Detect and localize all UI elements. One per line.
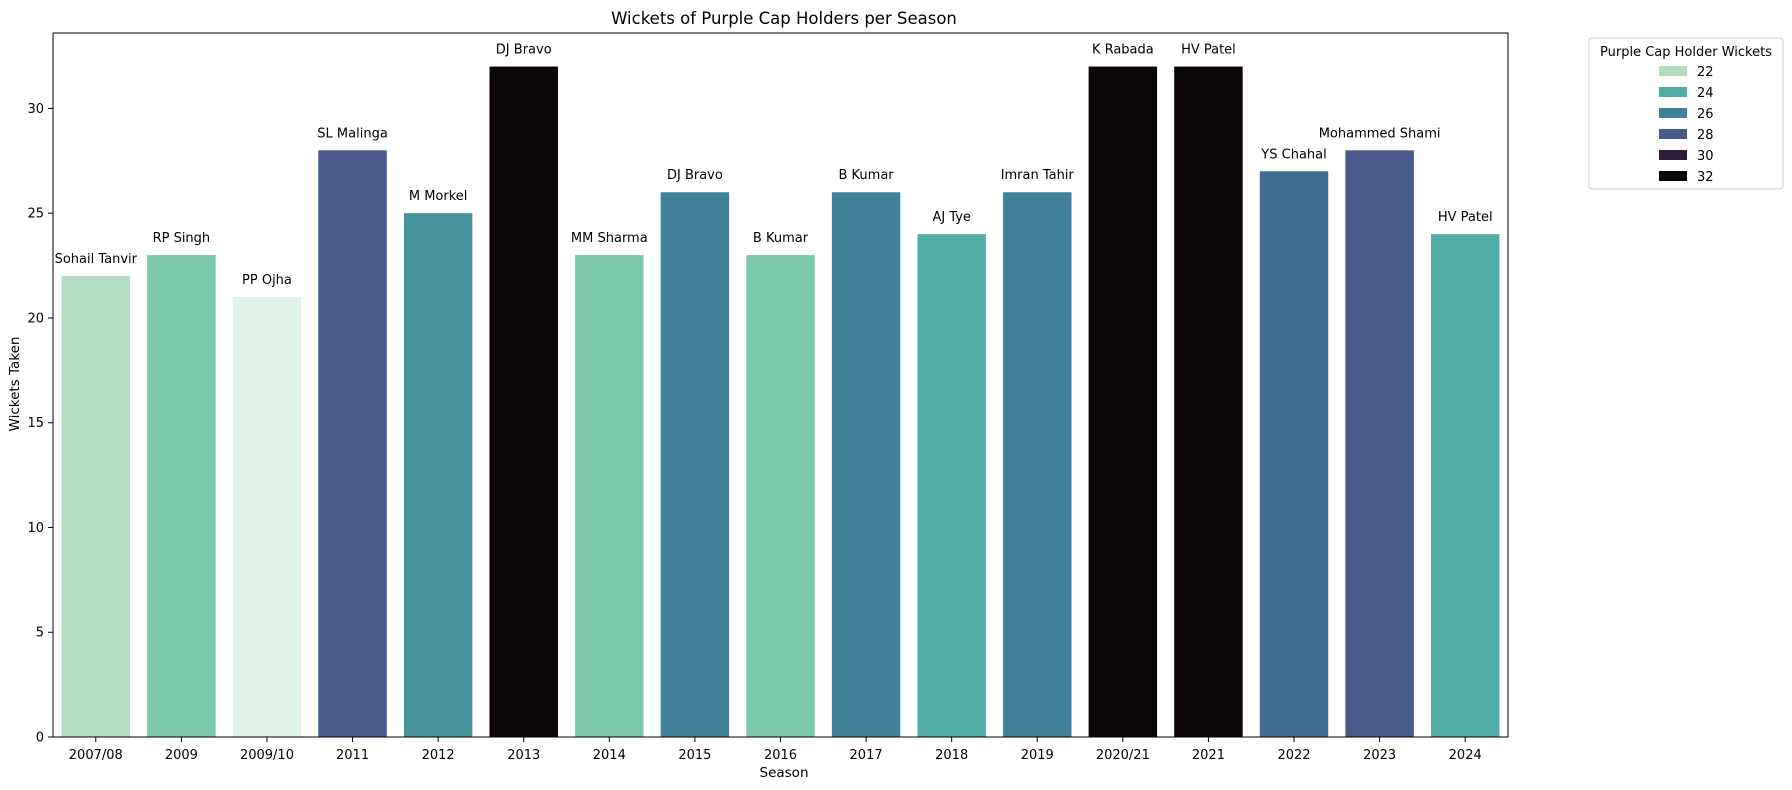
bar-16 bbox=[1430, 234, 1500, 737]
legend-swatch-4 bbox=[1659, 150, 1687, 160]
bar-9 bbox=[831, 192, 901, 737]
bar-label-1: RP Singh bbox=[153, 231, 211, 246]
bar-1 bbox=[147, 255, 216, 737]
bar-8 bbox=[746, 255, 815, 737]
legend-label-4: 30 bbox=[1697, 149, 1714, 164]
y-axis-title: Wickets Taken bbox=[7, 337, 23, 432]
bar-3 bbox=[318, 150, 387, 738]
legend-entries: 22 24 26 28 30 32 bbox=[1659, 65, 1714, 185]
bar-4 bbox=[403, 213, 473, 737]
legend-label-0: 22 bbox=[1697, 65, 1714, 80]
legend-label-2: 26 bbox=[1697, 107, 1714, 122]
bar-14 bbox=[1259, 171, 1329, 738]
x-tick-label-11: 2019 bbox=[1021, 748, 1054, 763]
bar-2 bbox=[232, 297, 302, 737]
y-tick-label-2: 10 bbox=[27, 521, 44, 536]
bar-label-12: K Rabada bbox=[1092, 43, 1154, 58]
legend-swatch-5 bbox=[1659, 171, 1687, 181]
y-tick-label-0: 0 bbox=[36, 731, 44, 746]
bar-12 bbox=[1088, 66, 1158, 738]
legend-title: Purple Cap Holder Wickets bbox=[1600, 45, 1772, 60]
bar-label-15: Mohammed Shami bbox=[1319, 126, 1441, 141]
bar-label-13: HV Patel bbox=[1181, 43, 1236, 58]
y-tick-label-6: 30 bbox=[27, 102, 44, 117]
bar-label-8: B Kumar bbox=[753, 231, 809, 246]
y-tick-label-4: 20 bbox=[27, 311, 44, 326]
bars-group bbox=[61, 66, 1500, 738]
bar-label-0: Sohail Tanvir bbox=[55, 252, 138, 267]
x-tick-label-0: 2007/08 bbox=[69, 748, 123, 763]
bar-label-14: YS Chahal bbox=[1260, 147, 1326, 162]
x-tick-label-3: 2011 bbox=[336, 748, 369, 763]
bar-7 bbox=[660, 192, 730, 737]
x-tick-label-5: 2013 bbox=[507, 748, 540, 763]
legend-label-5: 32 bbox=[1697, 170, 1714, 185]
bar-0 bbox=[61, 276, 131, 737]
x-axis: 2007/08 2009 2009/10 2011 2012 2013 2014 2015 20… bbox=[69, 737, 1482, 763]
bar-10 bbox=[917, 234, 986, 737]
legend-label-1: 24 bbox=[1697, 86, 1714, 101]
y-tick-label-1: 5 bbox=[36, 626, 44, 641]
legend-label-3: 28 bbox=[1697, 128, 1714, 143]
bar-label-11: Imran Tahir bbox=[1001, 168, 1075, 183]
legend-swatch-3 bbox=[1659, 129, 1687, 139]
bar-13 bbox=[1174, 66, 1243, 738]
bar-label-4: M Morkel bbox=[409, 189, 468, 204]
bar-label-7: DJ Bravo bbox=[667, 168, 723, 183]
bar-15 bbox=[1345, 150, 1414, 738]
x-tick-label-12: 2020/21 bbox=[1096, 748, 1150, 763]
x-tick-label-8: 2016 bbox=[764, 748, 797, 763]
bar-labels-group: Sohail Tanvir RP Singh PP Ojha SL Malinga M … bbox=[55, 43, 1493, 288]
legend-swatch-2 bbox=[1659, 108, 1687, 118]
x-axis-title: Season bbox=[760, 765, 809, 781]
x-tick-label-1: 2009 bbox=[165, 748, 198, 763]
x-tick-label-9: 2017 bbox=[850, 748, 883, 763]
chart-title: Wickets of Purple Cap Holders per Season bbox=[611, 9, 957, 28]
bar-label-2: PP Ojha bbox=[242, 273, 292, 288]
x-tick-label-13: 2021 bbox=[1192, 748, 1225, 763]
bar-6 bbox=[575, 255, 644, 737]
legend-swatch-1 bbox=[1659, 87, 1687, 97]
legend: Purple Cap Holder Wickets 22 24 26 28 30 32 bbox=[1588, 37, 1784, 190]
bar-label-5: DJ Bravo bbox=[496, 43, 552, 58]
bar-label-16: HV Patel bbox=[1438, 210, 1493, 225]
x-tick-label-16: 2024 bbox=[1449, 748, 1482, 763]
bar-label-10: AJ Tye bbox=[932, 210, 970, 225]
y-tick-label-5: 25 bbox=[27, 207, 44, 222]
y-axis: 0 5 10 15 20 25 30 bbox=[27, 102, 53, 746]
x-tick-label-4: 2012 bbox=[422, 748, 455, 763]
x-tick-label-14: 2022 bbox=[1277, 748, 1310, 763]
y-tick-label-3: 15 bbox=[27, 416, 44, 431]
bar-label-9: B Kumar bbox=[839, 168, 895, 183]
x-tick-label-7: 2015 bbox=[678, 748, 711, 763]
bar-label-3: SL Malinga bbox=[317, 126, 388, 141]
legend-swatch-0 bbox=[1659, 66, 1687, 76]
x-tick-label-6: 2014 bbox=[593, 748, 626, 763]
x-tick-label-2: 2009/10 bbox=[240, 748, 294, 763]
bar-5 bbox=[489, 66, 558, 738]
bar-label-6: MM Sharma bbox=[571, 231, 648, 246]
bar-11 bbox=[1003, 192, 1072, 737]
x-tick-label-10: 2018 bbox=[935, 748, 968, 763]
x-tick-label-15: 2023 bbox=[1363, 748, 1396, 763]
